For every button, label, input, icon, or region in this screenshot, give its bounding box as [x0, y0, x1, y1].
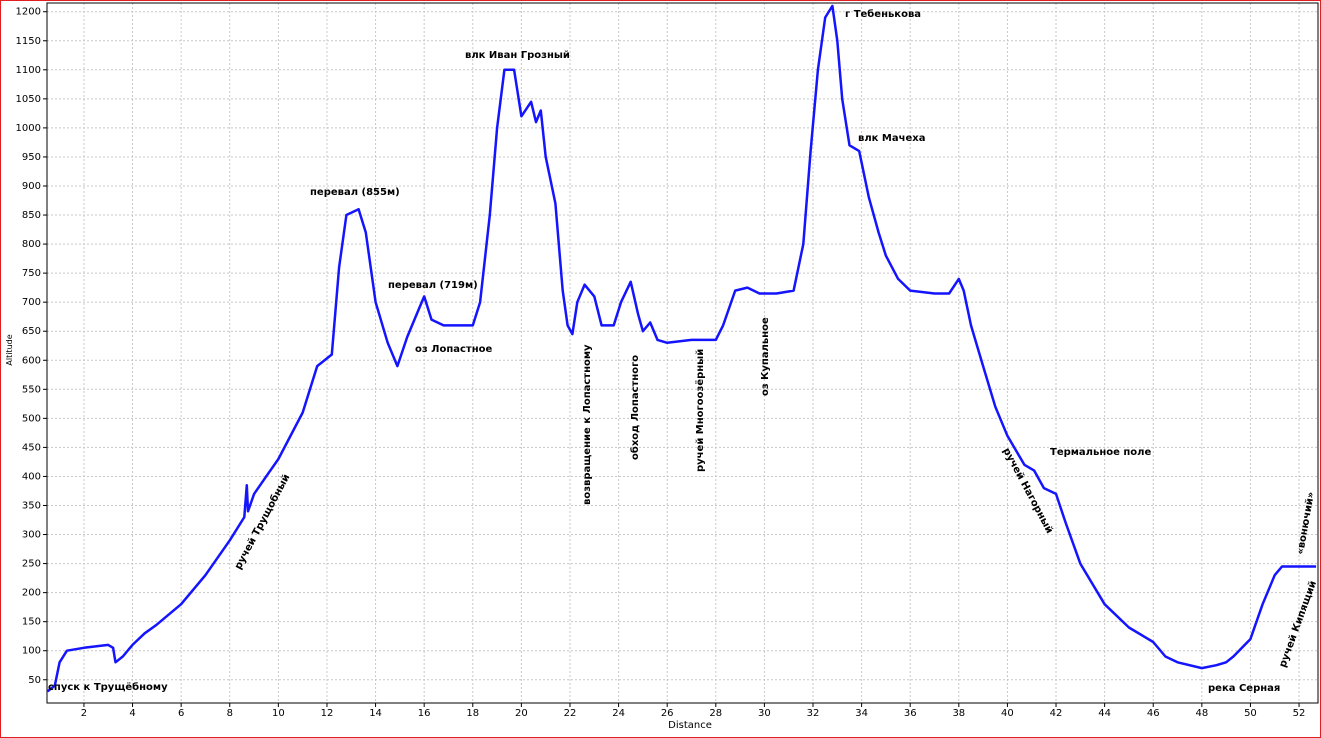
- y-tick-label: 1150: [16, 36, 41, 47]
- y-tick-label: 450: [22, 442, 41, 453]
- annotation: возвращение к Лопастному: [582, 344, 593, 505]
- annotation: г Тебенькова: [845, 8, 921, 20]
- y-tick-label: 200: [22, 588, 41, 599]
- x-tick-label: 14: [369, 708, 382, 719]
- y-tick-label: 550: [22, 384, 41, 395]
- x-tick-label: 44: [1098, 708, 1111, 719]
- x-tick-label: 26: [661, 708, 674, 719]
- y-tick-label: 650: [22, 326, 41, 337]
- annotation: ручей Многоозёрный: [694, 349, 706, 472]
- x-tick-label: 24: [612, 708, 625, 719]
- x-tick-label: 38: [952, 708, 965, 719]
- plot-frame: [46, 2, 1319, 704]
- y-tick-label: 400: [22, 471, 41, 482]
- y-tick-label: 350: [22, 500, 41, 511]
- x-tick-label: 6: [178, 708, 184, 719]
- annotation: обход Лопастного: [629, 355, 641, 460]
- y-tick-label: 850: [22, 210, 41, 221]
- x-tick-label: 10: [272, 708, 285, 719]
- x-tick-label: 40: [1001, 708, 1014, 719]
- x-tick-label: 50: [1244, 708, 1257, 719]
- x-tick-label: 46: [1147, 708, 1160, 719]
- annotation: оз Купальное: [760, 317, 771, 396]
- y-axis-label: Altitude: [5, 334, 14, 365]
- x-tick-label: 30: [758, 708, 771, 719]
- x-tick-label: 52: [1293, 708, 1306, 719]
- annotation: река Серная: [1208, 683, 1280, 694]
- y-tick-label: 700: [22, 297, 41, 308]
- y-tick-label: 600: [22, 355, 41, 366]
- x-tick-label: 28: [709, 708, 722, 719]
- x-tick-label: 34: [855, 708, 868, 719]
- x-tick-label: 8: [227, 708, 233, 719]
- x-tick-label: 22: [564, 708, 577, 719]
- y-tick-label: 100: [22, 646, 41, 657]
- x-axis-label: Distance: [668, 720, 712, 731]
- y-tick-label: 1200: [16, 7, 41, 18]
- y-tick-label: 950: [22, 152, 41, 163]
- y-tick-label: 1000: [16, 123, 41, 134]
- x-tick-label: 2: [81, 708, 87, 719]
- annotation: Термальное поле: [1050, 447, 1151, 458]
- y-tick-label: 800: [22, 239, 41, 250]
- x-tick-label: 48: [1195, 708, 1208, 719]
- x-tick-label: 20: [515, 708, 528, 719]
- y-tick-label: 1050: [16, 94, 41, 105]
- y-tick-label: 500: [22, 413, 41, 424]
- x-tick-label: 4: [129, 708, 135, 719]
- y-tick-label: 150: [22, 617, 41, 628]
- y-tick-label: 750: [22, 268, 41, 279]
- annotation: перевал (855м): [310, 187, 400, 198]
- annotation: спуск к Трущёбному: [48, 681, 168, 693]
- y-tick-label: 300: [22, 530, 41, 541]
- x-tick-label: 12: [321, 708, 334, 719]
- annotation: влк Мачеха: [858, 133, 925, 144]
- annotation: оз Лопастное: [415, 344, 492, 355]
- x-tick-label: 42: [1050, 708, 1063, 719]
- x-tick-label: 18: [466, 708, 479, 719]
- x-tick-label: 16: [418, 708, 431, 719]
- elevation-line: [46, 4, 1317, 693]
- annotation: перевал (719м): [388, 280, 478, 291]
- annotation: влк Иван Грозный: [465, 50, 570, 61]
- x-tick-label: 32: [807, 708, 820, 719]
- y-tick-label: 50: [28, 675, 41, 686]
- y-tick-label: 250: [22, 559, 41, 570]
- x-tick-label: 36: [904, 708, 917, 719]
- y-tick-label: 1100: [16, 65, 41, 76]
- y-tick-label: 900: [22, 181, 41, 192]
